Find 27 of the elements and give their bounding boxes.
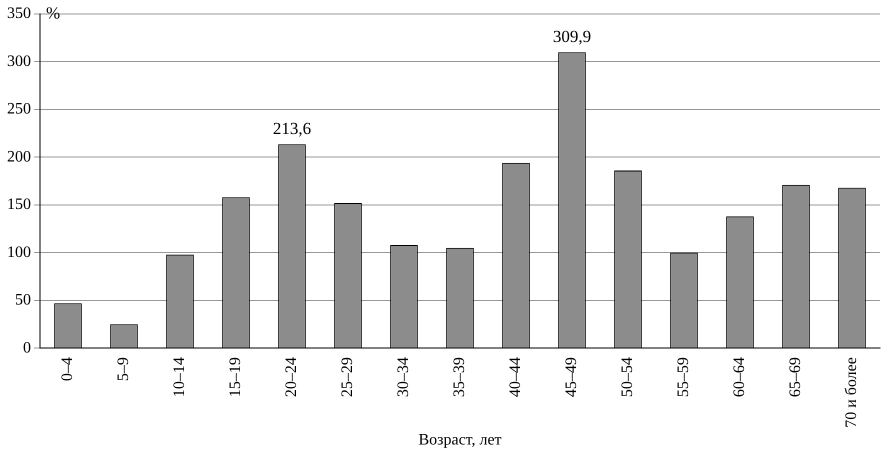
x-tick-label: 65–69 [787,357,804,398]
x-tick-label: 0–4 [59,357,76,382]
x-axis-title: Возраст, лет [418,432,502,449]
data-label: 213,6 [272,119,312,138]
y-tick-label: 0 [23,339,31,356]
y-tick-label: 100 [7,244,31,261]
x-tick-label: 30–34 [395,357,412,398]
x-tick-label: 40–44 [507,357,524,398]
x-tick-label: 60–64 [731,357,748,398]
data-label: 309,9 [552,27,592,46]
x-tick-label: 50–54 [619,357,636,398]
x-tick-label: 55–59 [675,357,692,398]
x-tick-label: 20–24 [283,357,300,398]
y-tick-label: 150 [7,196,31,214]
x-tick-label: 5–9 [115,357,132,382]
y-tick-label: 50 [15,292,31,309]
y-axis-title: % [46,3,60,22]
x-tick-label: 35–39 [451,357,468,398]
y-tick-label: 300 [7,52,31,70]
x-tick-label: 25–29 [339,357,356,398]
x-tick-label: 45–49 [563,357,580,398]
x-tick-label: 70 и более [843,357,860,428]
y-tick-label: 350 [7,5,31,22]
y-tick-label: 250 [7,100,31,118]
x-tick-label: 15–19 [227,357,244,398]
x-tick-label: 10–14 [171,357,188,398]
y-tick-label: 200 [7,148,31,166]
